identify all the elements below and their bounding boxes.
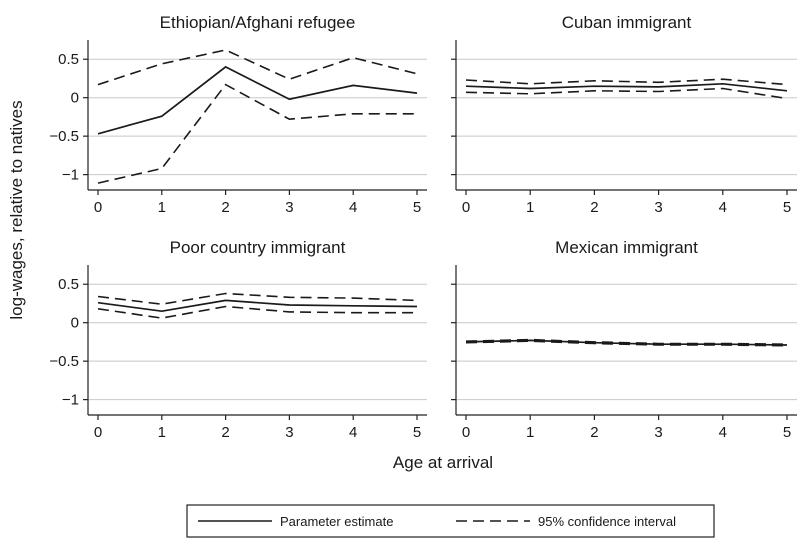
x-tick-label: 3 — [285, 199, 293, 216]
ci-lower-line — [465, 87, 788, 100]
ci-lower-line — [97, 305, 417, 319]
x-tick-label: 5 — [783, 424, 791, 441]
y-tick-label: 0.5 — [58, 276, 79, 293]
chart-panel-1: Ethiopian/Afghani refugee 0.5 0 −0.5 −1 0 1 2 3 4… — [49, 13, 427, 216]
x-tick-label: 1 — [526, 199, 534, 216]
y-tick-label: −1 — [62, 392, 79, 409]
y-tick-label: −1 — [62, 167, 79, 184]
x-tick-label: 3 — [654, 199, 662, 216]
x-tick-label: 5 — [413, 424, 421, 441]
panel-title: Cuban immigrant — [562, 13, 692, 32]
x-axis-title: Age at arrival — [393, 453, 493, 472]
x-tick-label: 1 — [158, 199, 166, 216]
ci-upper-line — [465, 78, 788, 86]
ci-lower-line — [97, 83, 417, 184]
panels: Ethiopian/Afghani refugee 0.5 0 −0.5 −1 0 1 2 3 4… — [49, 13, 797, 441]
y-tick-label: −0.5 — [49, 128, 79, 145]
panel-title: Poor country immigrant — [170, 238, 346, 257]
x-tick-label: 5 — [783, 199, 791, 216]
legend: Parameter estimate 95% confidence interv… — [186, 504, 715, 538]
x-tick-label: 4 — [719, 424, 727, 441]
legend-estimate-label: Parameter estimate — [280, 514, 393, 529]
chart-panel-4: Mexican immigrant 0 1 2 3 4 5 — [451, 238, 797, 441]
x-tick-label: 0 — [94, 424, 102, 441]
ci-upper-line — [97, 292, 418, 306]
x-tick-label: 2 — [221, 424, 229, 441]
x-tick-label: 5 — [413, 199, 421, 216]
x-tick-label: 1 — [158, 424, 166, 441]
x-tick-label: 0 — [462, 424, 470, 441]
y-tick-label: 0 — [71, 315, 79, 332]
chart-panel-3: Poor country immigrant 0.5 0 −0.5 −1 0 1 2 3 4 5 — [49, 238, 427, 441]
x-tick-label: 3 — [654, 424, 662, 441]
y-axis-title: log-wages, relative to natives — [7, 100, 26, 319]
x-tick-label: 1 — [526, 424, 534, 441]
panel-title: Mexican immigrant — [555, 238, 698, 257]
legend-ci-label: 95% confidence interval — [538, 514, 676, 529]
estimate-line — [97, 65, 418, 135]
estimate-line — [465, 82, 788, 92]
x-tick-label: 4 — [719, 199, 727, 216]
x-tick-label: 0 — [462, 199, 470, 216]
y-tick-label: −0.5 — [49, 353, 79, 370]
y-tick-label: 0.5 — [58, 51, 79, 68]
panel-title: Ethiopian/Afghani refugee — [160, 13, 356, 32]
ci-upper-line — [97, 49, 418, 86]
x-tick-label: 2 — [590, 199, 598, 216]
ci-lower-line — [465, 340, 788, 347]
ci-upper-line — [465, 338, 788, 345]
x-tick-label: 4 — [349, 424, 357, 441]
x-tick-label: 2 — [221, 199, 229, 216]
estimate-line — [97, 299, 418, 313]
x-tick-label: 4 — [349, 199, 357, 216]
x-tick-label: 3 — [285, 424, 293, 441]
chart-panel-2: Cuban immigrant 0 1 2 3 4 5 — [451, 13, 797, 216]
y-tick-label: 0 — [71, 90, 79, 107]
x-tick-label: 0 — [94, 199, 102, 216]
x-tick-label: 2 — [590, 424, 598, 441]
legend-box — [186, 504, 715, 538]
